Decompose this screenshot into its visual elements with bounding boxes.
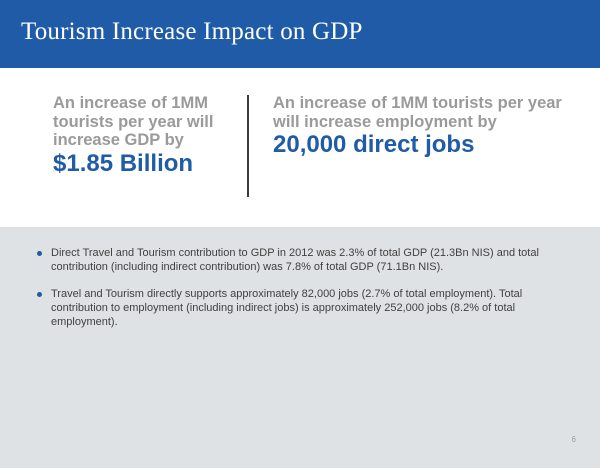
list-item: Direct Travel and Tourism contribution t… [37,246,567,274]
details-panel: Direct Travel and Tourism contribution t… [0,227,600,468]
employment-stat-description: An increase of 1MM tourists per year wil… [273,94,562,131]
bullet-list: Direct Travel and Tourism contribution t… [37,246,567,342]
gdp-stat-description: An increase of 1MM tourists per year wil… [53,94,214,149]
stats-section: An increase of 1MM tourists per year wil… [0,68,600,227]
title-bar: Tourism Increase Impact on GDP [0,0,600,68]
employment-stat-value: 20,000 direct jobs [273,131,475,158]
gdp-stat: An increase of 1MM tourists per year wil… [53,94,238,178]
page-number: 6 [571,435,576,444]
stats-divider [247,95,249,197]
slide-title: Tourism Increase Impact on GDP [21,18,363,45]
bullet-icon [37,292,42,297]
bullet-text: Travel and Tourism directly supports app… [51,288,523,328]
gdp-stat-value: $1.85 Billion [53,149,194,177]
employment-stat: An increase of 1MM tourists per year wil… [273,94,563,159]
list-item: Travel and Tourism directly supports app… [37,287,567,329]
bullet-icon [37,251,42,256]
bullet-text: Direct Travel and Tourism contribution t… [51,247,539,273]
